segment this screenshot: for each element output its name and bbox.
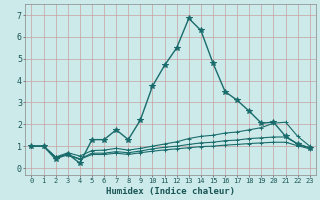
X-axis label: Humidex (Indice chaleur): Humidex (Indice chaleur) [106,187,235,196]
